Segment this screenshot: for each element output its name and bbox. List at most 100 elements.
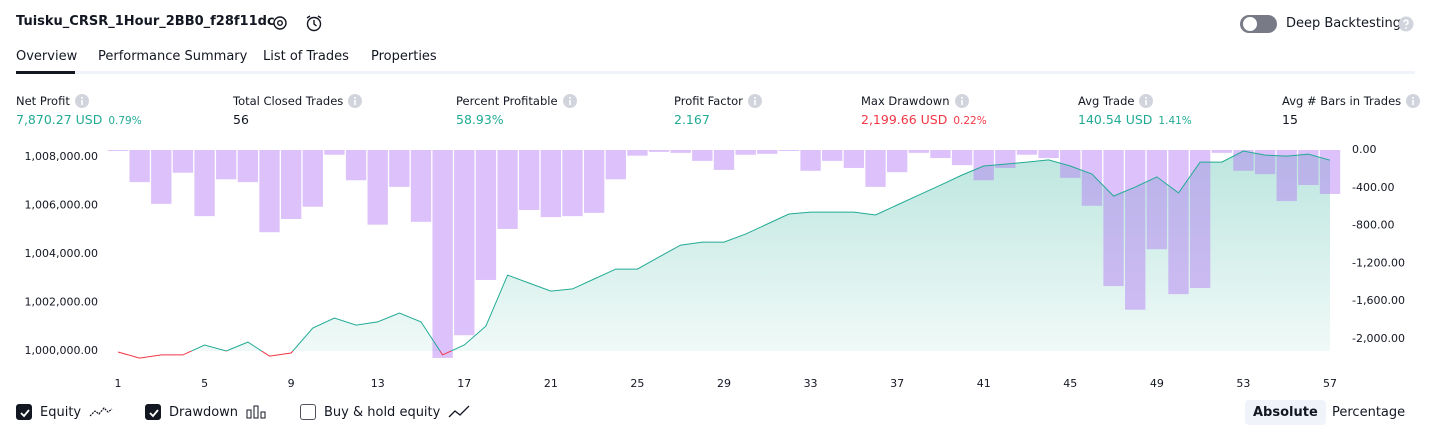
drawdown-bar <box>540 150 562 218</box>
drawdown-bar <box>995 150 1016 168</box>
metric-value-text: 58.93% <box>456 112 504 127</box>
y-tick-label: 1,000,000.00 <box>25 344 98 357</box>
drawdown-bar <box>151 150 172 204</box>
drawdown-bar <box>670 150 691 153</box>
y-tick-label: 1,006,000.00 <box>25 199 98 212</box>
drawdown-bar <box>1146 150 1168 250</box>
metric-label: Avg Trade <box>1078 94 1154 108</box>
x-tick-label: 41 <box>977 377 991 390</box>
drawdown-bar <box>389 150 410 187</box>
metric-label: Profit Factor <box>674 94 762 108</box>
tab[interactable]: List of Trades <box>263 49 349 64</box>
tab-separator <box>16 71 1415 74</box>
drawdown-bar <box>800 150 821 171</box>
equity-line <box>190 150 1331 352</box>
info-icon[interactable] <box>1139 94 1154 108</box>
drawdown-bar <box>1038 150 1059 159</box>
y-tick-label: 1,008,000.00 <box>25 150 98 163</box>
settings-icon[interactable] <box>273 16 287 30</box>
scale-mode-button[interactable]: Absolute <box>1245 400 1326 425</box>
checkbox[interactable] <box>145 404 161 420</box>
info-icon[interactable] <box>562 94 577 108</box>
x-tick-label: 9 <box>288 377 295 390</box>
drawdown-bar <box>886 150 908 173</box>
metric-percent: 1.41% <box>1158 115 1192 127</box>
drawdown-bar <box>1103 150 1124 287</box>
info-icon[interactable] <box>74 94 89 108</box>
drawdown-bar <box>778 150 800 151</box>
checkbox[interactable] <box>16 404 32 420</box>
info-icon[interactable] <box>747 94 762 108</box>
x-tick-label: 1 <box>115 377 122 390</box>
y2-tick-label: -1,200.00 <box>1352 256 1405 269</box>
metric-value: 15 <box>1282 112 1298 127</box>
drawdown-bar <box>973 150 994 181</box>
y2-tick-label: -2,000.00 <box>1352 332 1405 345</box>
legend-label: Buy & hold equity <box>324 404 441 420</box>
strategy-title: Tuisku_CRSR_1Hour_2BB0_f28f11dc <box>16 14 275 29</box>
metric-value: 58.93% <box>456 112 504 127</box>
metric-label-text: Avg # Bars in Trades <box>1282 94 1402 108</box>
drawdown-bar <box>1254 150 1276 175</box>
tab[interactable]: Performance Summary <box>98 49 248 64</box>
metric-value-text: 140.54 USD <box>1078 112 1153 127</box>
metric-value: 2.167 <box>674 112 710 127</box>
legend-icon <box>246 405 268 419</box>
info-icon[interactable] <box>348 94 363 108</box>
metric-value-text: 2,199.66 USD <box>861 112 948 127</box>
x-tick-label: 5 <box>201 377 208 390</box>
drawdown-bar <box>194 150 215 217</box>
drawdown-bar <box>1319 150 1341 194</box>
info-icon[interactable] <box>1406 94 1421 108</box>
metric-label: Avg # Bars in Trades <box>1282 94 1421 108</box>
drawdown-bar <box>432 150 453 358</box>
drawdown-bar <box>605 150 626 180</box>
x-tick-label: 17 <box>457 377 471 390</box>
drawdown-bar <box>930 150 951 159</box>
drawdown-bar <box>1125 150 1146 310</box>
legend-label: Drawdown <box>169 404 239 420</box>
scale-mode-button[interactable]: Percentage <box>1332 405 1406 420</box>
drawdown-bar <box>1016 150 1038 155</box>
drawdown-bar <box>1168 150 1189 295</box>
metric-label-text: Max Drawdown <box>861 94 950 108</box>
drawdown-bar <box>692 150 713 161</box>
x-tick-label: 33 <box>804 377 818 390</box>
drawdown-bar <box>410 150 432 222</box>
drawdown-bar <box>259 150 280 233</box>
drawdown-bar <box>583 150 605 213</box>
help-icon[interactable] <box>1398 16 1414 32</box>
metric-label-text: Avg Trade <box>1078 94 1135 108</box>
y-tick-label: 1,002,000.00 <box>25 296 98 309</box>
metric-label-text: Percent Profitable <box>456 94 558 108</box>
legend-item[interactable]: Equity <box>16 404 113 420</box>
legend-item[interactable]: Buy & hold equity <box>300 404 470 420</box>
y2-tick-label: -800.00 <box>1352 219 1394 232</box>
legend-label: Equity <box>40 404 82 420</box>
y2-tick-label: -1,600.00 <box>1352 294 1405 307</box>
info-icon[interactable] <box>954 94 969 108</box>
drawdown-bar <box>324 150 345 155</box>
tab[interactable]: Properties <box>371 49 437 64</box>
checkbox[interactable] <box>300 404 316 420</box>
legend-item[interactable]: Drawdown <box>145 404 268 420</box>
x-tick-label: 49 <box>1150 377 1164 390</box>
deep-backtesting-switch[interactable] <box>1240 14 1278 34</box>
drawdown-bar <box>367 150 388 225</box>
alert-icon[interactable] <box>306 15 322 32</box>
drawdown-bar <box>951 150 973 166</box>
tab[interactable]: Overview <box>16 49 78 64</box>
drawdown-bar <box>302 150 323 207</box>
metric-label: Total Closed Trades <box>233 94 363 108</box>
equity-line-below <box>117 351 453 359</box>
drawdown-bar <box>107 150 129 151</box>
drawdown-bar <box>129 150 150 183</box>
metric-value-text: 56 <box>233 112 249 127</box>
drawdown-bar <box>627 150 648 156</box>
legend-icon <box>89 405 113 419</box>
drawdown-bar <box>237 150 259 183</box>
metric-value-text: 15 <box>1282 112 1298 127</box>
drawdown-bar <box>843 150 865 168</box>
drawdown-bar <box>713 150 735 170</box>
